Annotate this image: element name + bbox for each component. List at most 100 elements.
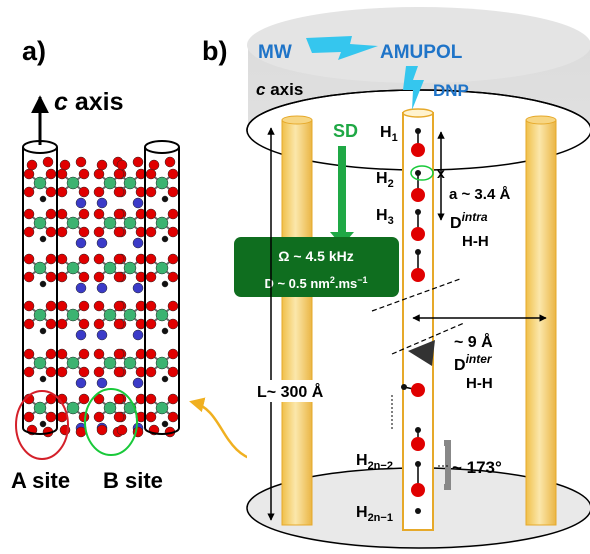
inter-distance-label: ~ 9 Å <box>454 332 493 351</box>
oxygen-atom <box>78 208 90 220</box>
panel-b-label: b) <box>202 36 227 66</box>
oxygen-atom <box>45 411 57 423</box>
oxygen-atom <box>45 186 57 198</box>
oxygen-atom <box>167 253 179 265</box>
oxygen-atom <box>113 300 125 312</box>
oxygen-atom <box>23 208 35 220</box>
phosphorus-atom <box>33 401 47 415</box>
oxygen-atom <box>23 300 35 312</box>
phosphorus-atom <box>123 261 137 275</box>
crystal-structure <box>23 156 179 438</box>
oxygen-atom <box>167 186 179 198</box>
oxygen-atom <box>145 208 157 220</box>
phosphorus-atom <box>123 176 137 190</box>
h2n1-label: H2n−1 <box>356 504 393 524</box>
oxygen-atom <box>23 348 35 360</box>
hydrogen-atom <box>39 327 47 335</box>
oxygen-atom <box>113 253 125 265</box>
oxygen-atom <box>23 226 35 238</box>
oxygen-atom <box>78 271 90 283</box>
oxygen-atom <box>411 437 425 451</box>
mw-lightning-icon <box>306 36 378 60</box>
hydrogen-atom <box>415 128 421 134</box>
oxygen-atom <box>23 271 35 283</box>
oxygen-atom <box>167 226 179 238</box>
phosphorus-atom <box>155 308 169 322</box>
nitrogen-atom <box>75 377 87 389</box>
nitrogen-atom <box>96 282 108 294</box>
nitrogen-atom <box>96 377 108 389</box>
oxygen-atom <box>411 143 425 157</box>
hydrogen-atom <box>161 280 169 288</box>
oxygen-atom <box>145 366 157 378</box>
oxygen-atom <box>56 348 68 360</box>
diffusion-value: D ~ 0.5 nm2.ms−1 <box>264 275 367 291</box>
channel-tube-right <box>144 140 180 435</box>
oxygen-atom <box>56 168 68 180</box>
hydrogen-atom <box>161 420 169 428</box>
oxygen-atom <box>56 271 68 283</box>
hydrogen-atom <box>39 420 47 428</box>
oxygen-atom <box>56 186 68 198</box>
oxygen-atom <box>23 318 35 330</box>
site-b-ring <box>84 388 138 456</box>
oxygen-atom <box>167 271 179 283</box>
d-inter-label: Dinter <box>454 352 493 374</box>
a-distance-label: a ~ 3.4 Å <box>449 186 510 203</box>
nitrogen-atom <box>75 197 87 209</box>
phosphorus-atom <box>155 401 169 415</box>
oxygen-atom <box>78 300 90 312</box>
oxygen-atom <box>45 318 57 330</box>
oxygen-atom <box>113 226 125 238</box>
side-channel-left <box>281 115 313 526</box>
phosphorus-atom <box>155 356 169 370</box>
h2n2-label: H2n−2 <box>356 452 393 472</box>
panel-a-label: a) <box>22 36 46 66</box>
parameter-box: Ω ~ 4.5 kHz D ~ 0.5 nm2.ms−1 <box>234 237 399 297</box>
proton-chain <box>401 128 425 514</box>
oxygen-atom <box>145 393 157 405</box>
oxygen-atom <box>78 226 90 238</box>
oxygen-atom <box>56 300 68 312</box>
oxygen-atom <box>23 366 35 378</box>
hydrogen-atom <box>39 235 47 243</box>
oxygen-atom <box>56 318 68 330</box>
dnp-lightning-icon <box>403 66 424 110</box>
axis-break <box>371 278 465 355</box>
oxygen-atom <box>45 226 57 238</box>
oxygen-atom <box>145 226 157 238</box>
oxygen-atom <box>93 300 105 312</box>
oxygen-atom <box>145 411 157 423</box>
phosphorus-atom <box>155 176 169 190</box>
phosphorus-atom <box>33 261 47 275</box>
phosphorus-atom <box>66 356 80 370</box>
phosphorus-atom <box>103 308 117 322</box>
hydrogen-atom <box>161 195 169 203</box>
angle-label: ~ 173° <box>452 458 502 477</box>
oxygen-atom <box>45 300 57 312</box>
oxygen-atom <box>96 424 108 436</box>
oxygen-atom <box>93 393 105 405</box>
nitrogen-atom <box>75 237 87 249</box>
nitrogen-atom <box>132 377 144 389</box>
oxygen-atom <box>113 208 125 220</box>
oxygen-atom <box>23 186 35 198</box>
oxygen-atom <box>411 383 425 397</box>
oxygen-atom <box>93 271 105 283</box>
oxygen-atom <box>45 253 57 265</box>
dnp-label: DNP <box>433 81 469 100</box>
oxygen-atom <box>42 156 54 168</box>
omega-value: Ω ~ 4.5 kHz <box>278 248 353 264</box>
nitrogen-atom <box>132 282 144 294</box>
oxygen-atom <box>145 271 157 283</box>
phosphorus-atom <box>123 216 137 230</box>
phosphorus-atom <box>103 216 117 230</box>
phosphorus-atom <box>33 216 47 230</box>
phosphorus-atom <box>155 261 169 275</box>
site-a-ring <box>15 390 69 460</box>
oxygen-atom <box>45 366 57 378</box>
h2-highlight-ring <box>410 165 434 181</box>
oxygen-atom <box>145 253 157 265</box>
oxygen-atom <box>93 366 105 378</box>
oxygen-atom <box>113 366 125 378</box>
